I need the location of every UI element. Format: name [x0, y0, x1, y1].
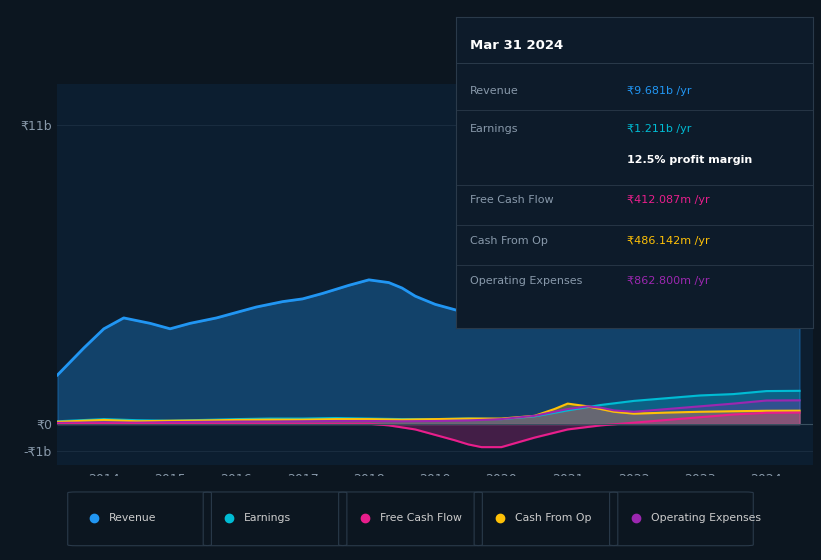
Text: Cash From Op: Cash From Op [516, 513, 592, 523]
Text: 12.5% profit margin: 12.5% profit margin [627, 155, 752, 165]
Text: Revenue: Revenue [108, 513, 156, 523]
Text: Mar 31 2024: Mar 31 2024 [470, 39, 563, 52]
Text: ₹1.211b /yr: ₹1.211b /yr [627, 124, 691, 134]
Text: Operating Expenses: Operating Expenses [470, 276, 582, 286]
Text: ₹486.142m /yr: ₹486.142m /yr [627, 236, 709, 246]
Text: Earnings: Earnings [245, 513, 291, 523]
Text: ₹9.681b /yr: ₹9.681b /yr [627, 86, 691, 96]
Text: Earnings: Earnings [470, 124, 518, 134]
Text: Operating Expenses: Operating Expenses [650, 513, 760, 523]
Text: Cash From Op: Cash From Op [470, 236, 548, 246]
Text: Free Cash Flow: Free Cash Flow [470, 195, 553, 205]
Text: ₹412.087m /yr: ₹412.087m /yr [627, 195, 709, 205]
Text: ₹862.800m /yr: ₹862.800m /yr [627, 276, 709, 286]
Text: Revenue: Revenue [470, 86, 519, 96]
Text: Free Cash Flow: Free Cash Flow [380, 513, 461, 523]
